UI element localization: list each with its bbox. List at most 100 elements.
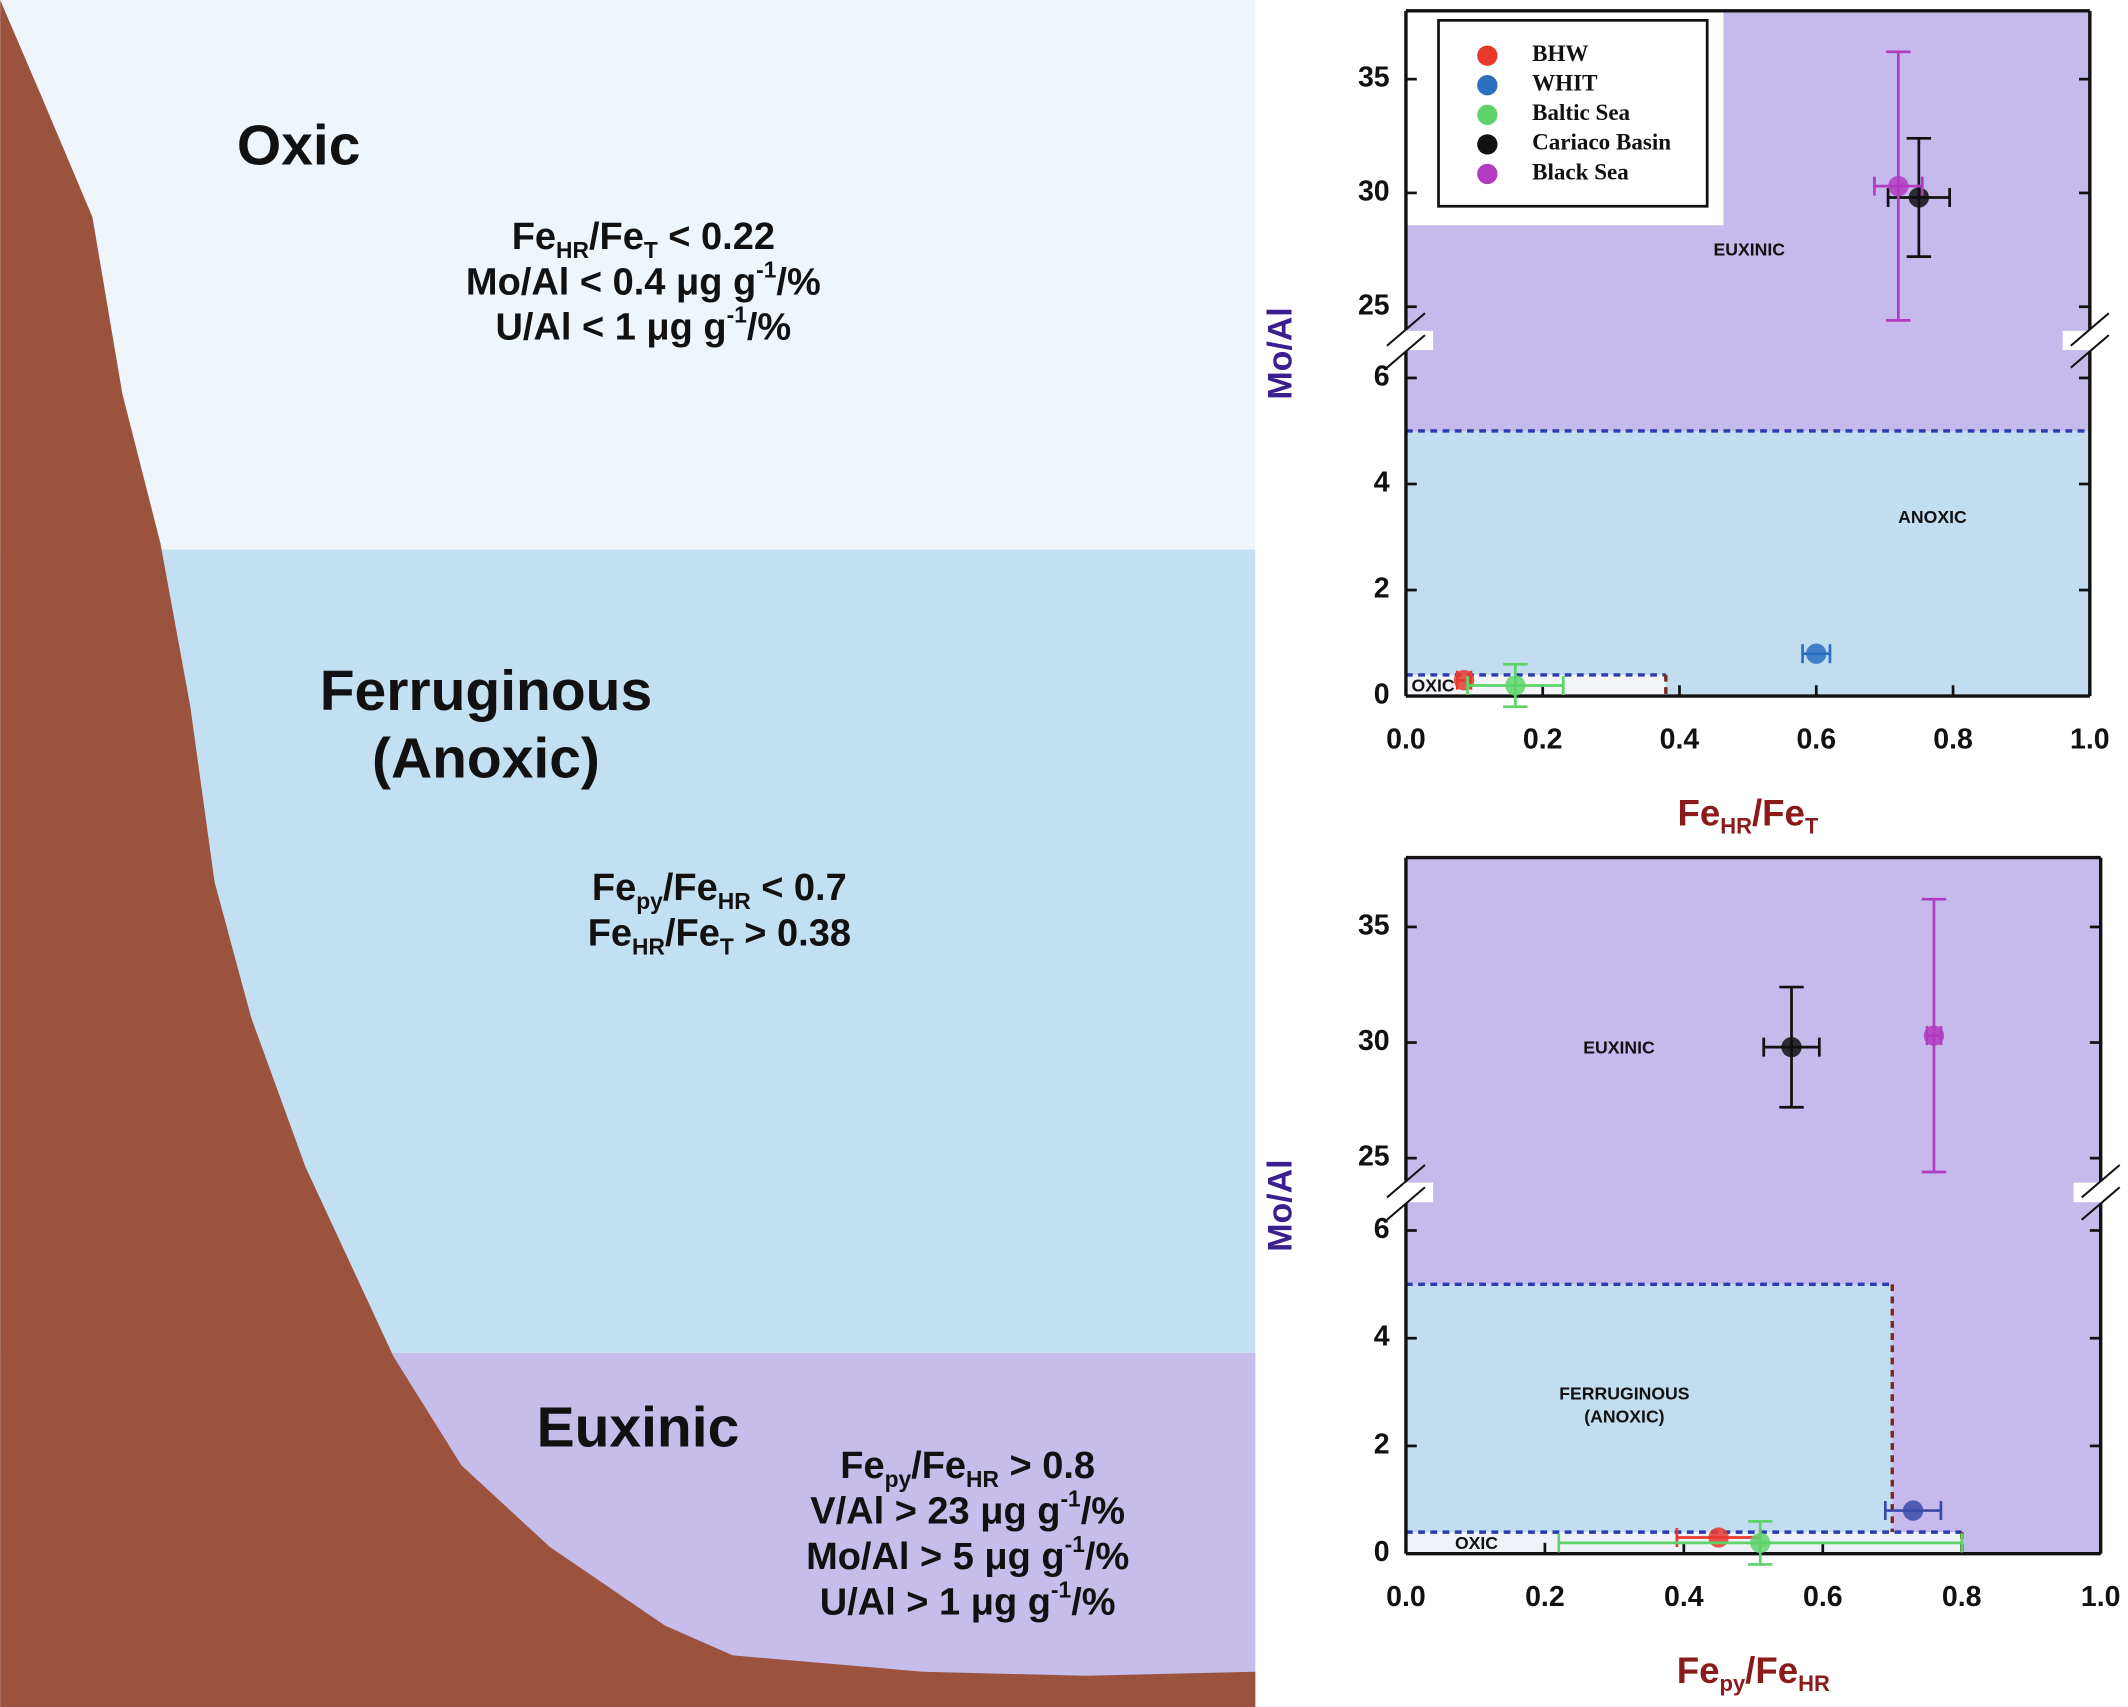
y-tick-label: 6	[1374, 1213, 1390, 1245]
text-part: Fe	[592, 867, 636, 909]
text-part: Fe	[588, 913, 632, 955]
subscript: T	[644, 237, 658, 263]
data-point	[1505, 675, 1526, 696]
superscript: -1	[1060, 1486, 1081, 1512]
y-tick-label: 2	[1374, 1428, 1390, 1460]
data-point	[1781, 1036, 1802, 1058]
axis-break	[2081, 1186, 2121, 1221]
text-part: /Fe	[665, 913, 720, 955]
subscript: py	[885, 1466, 912, 1492]
subscript: HR	[1798, 1671, 1830, 1696]
subscript: HR	[718, 888, 751, 914]
legend-label: Baltic Sea	[1532, 99, 1630, 125]
legend-marker	[1477, 134, 1498, 155]
x-axis-label: Fepy/FeHR	[1677, 1650, 1830, 1697]
axis-break	[2081, 1164, 2121, 1199]
y-tick-label: 4	[1374, 1321, 1390, 1353]
text-part: /Fe	[1752, 792, 1805, 833]
subscript: py	[1720, 1671, 1746, 1696]
x-tick-label: 0.4	[1660, 723, 1700, 755]
x-tick-label: 1.0	[2070, 723, 2110, 755]
x-axis-label: FeHR/FeT	[1677, 792, 1818, 839]
break-gap	[1378, 1182, 1434, 1203]
text-part: /%	[1071, 1582, 1115, 1624]
region-label: EUXINIC	[1713, 240, 1785, 260]
basin-slope	[0, 0, 1256, 1707]
y-axis-label: Mo/Al	[1261, 307, 1299, 399]
text-part: U/Al > 1 μg g	[820, 1582, 1051, 1624]
break-gap	[2062, 330, 2117, 351]
y-tick-label: 2	[1374, 573, 1390, 605]
x-tick-label: 0.6	[1796, 723, 1836, 755]
x-tick-label: 0.8	[1942, 1581, 1982, 1613]
zone-title: Oxic	[237, 113, 361, 177]
zone-criterion: FeHR/FeT < 0.22	[512, 216, 775, 263]
legend-marker	[1477, 104, 1498, 125]
zone-title: Euxinic	[537, 1396, 740, 1460]
superscript: -1	[727, 302, 748, 328]
legend-marker	[1477, 45, 1498, 66]
text-part: U/Al < 1 μg g	[495, 307, 726, 349]
superscript: -1	[1065, 1531, 1086, 1557]
subscript: HR	[632, 934, 665, 960]
y-tick-label: 30	[1358, 1025, 1390, 1057]
axis-break	[2070, 334, 2110, 369]
text-part: Mo/Al > 5 μg g	[806, 1536, 1065, 1578]
subscript: py	[636, 888, 663, 914]
x-tick-label: 0.4	[1664, 1581, 1704, 1613]
zone-criterion: V/Al > 23 μg g-1/%	[810, 1486, 1125, 1533]
y-tick-label: 25	[1358, 1141, 1390, 1173]
text-part: /%	[747, 307, 791, 349]
subscript: HR	[966, 1466, 999, 1492]
y-tick-label: 30	[1358, 175, 1390, 207]
zone-criterion: U/Al > 1 μg g-1/%	[820, 1577, 1116, 1624]
zone-title: Ferruginous	[320, 659, 652, 723]
legend-label: BHW	[1532, 40, 1588, 66]
x-tick-label: 0.0	[1386, 1581, 1426, 1613]
data-point	[1750, 1532, 1771, 1554]
subscript: HR	[556, 237, 589, 263]
data-point	[1806, 643, 1827, 664]
region-label: OXIC	[1455, 1533, 1498, 1553]
axis-break	[1386, 334, 1426, 369]
region-label: EUXINIC	[1583, 1038, 1655, 1058]
region	[1405, 1284, 1893, 1554]
axis-break	[2070, 312, 2110, 347]
text-part: /%	[1085, 1536, 1129, 1578]
region-label: OXIC	[1412, 675, 1455, 695]
zone-criterion: Mo/Al < 0.4 μg g-1/%	[466, 256, 821, 303]
break-gap	[1378, 330, 1434, 351]
text-part: /%	[1081, 1491, 1125, 1533]
region-label: FERRUGINOUS	[1559, 1384, 1689, 1404]
subscript: T	[1805, 814, 1819, 839]
text-part: /%	[776, 261, 820, 303]
axis-break	[1386, 312, 1426, 347]
y-tick-label: 0	[1374, 1536, 1390, 1568]
zone-criterion: FeHR/FeT > 0.38	[588, 913, 851, 960]
legend-box	[1437, 18, 1709, 208]
axis-break	[1386, 1186, 1426, 1221]
x-tick-label: 0.2	[1525, 1581, 1565, 1613]
text-part: Fe	[512, 216, 556, 258]
legend-marker	[1477, 163, 1498, 185]
text-part: > 0.8	[999, 1445, 1095, 1487]
zone-criterion: Fepy/FeHR < 0.7	[592, 867, 847, 914]
y-tick-label: 25	[1358, 289, 1390, 321]
x-tick-label: 1.0	[2081, 1581, 2121, 1613]
text-part: Mo/Al < 0.4 μg g	[466, 261, 756, 303]
legend-label: Cariaco Basin	[1532, 129, 1671, 155]
text-part: /Fe	[911, 1445, 966, 1487]
y-axis-label: Mo/Al	[1261, 1159, 1299, 1251]
text-part: V/Al > 23 μg g	[810, 1491, 1060, 1533]
x-tick-label: 0.0	[1386, 723, 1426, 755]
legend-label: WHIT	[1532, 70, 1598, 96]
data-point	[1453, 670, 1475, 691]
zone-criterion: Mo/Al > 5 μg g-1/%	[806, 1531, 1129, 1578]
text-part: /Fe	[589, 216, 644, 258]
zone-band	[0, 0, 1256, 550]
legend-label: Black Sea	[1532, 158, 1629, 184]
text-part: /Fe	[663, 867, 718, 909]
text-part: < 0.22	[658, 216, 775, 258]
break-gap	[2073, 1182, 2128, 1203]
